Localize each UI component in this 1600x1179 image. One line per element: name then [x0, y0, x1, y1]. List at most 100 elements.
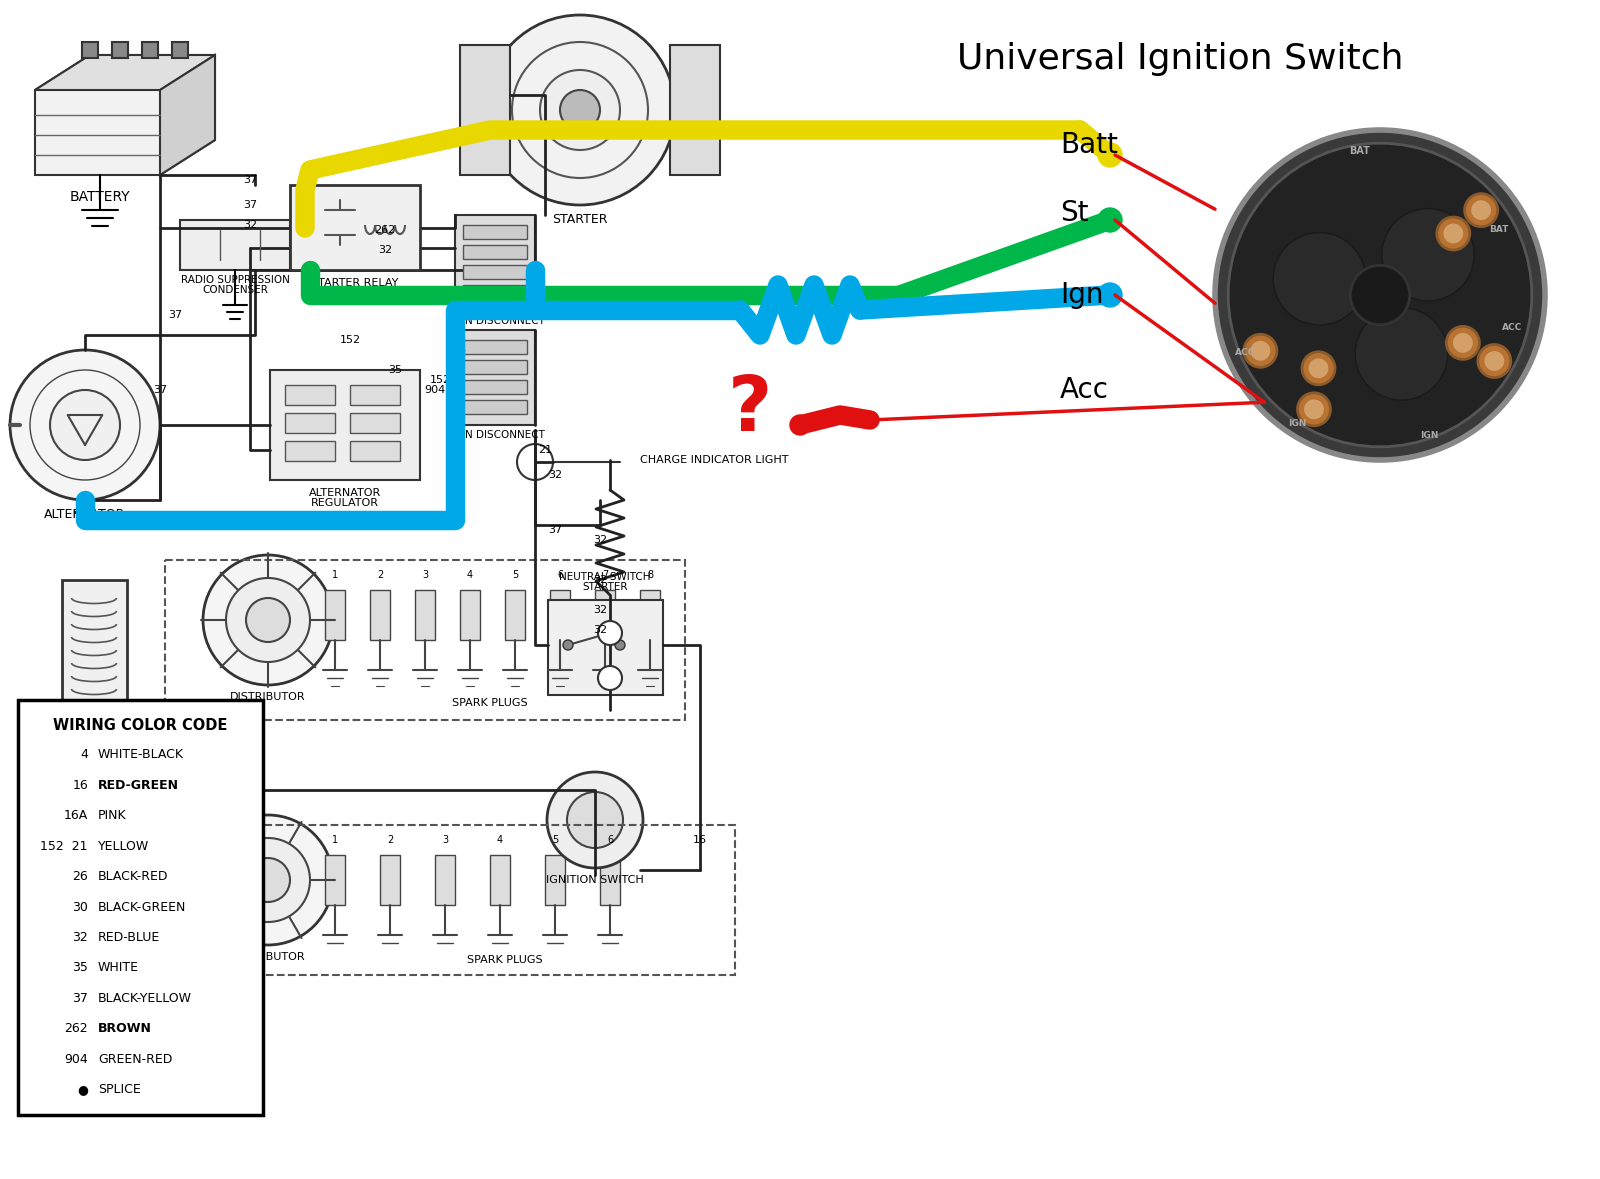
- Bar: [462, 225, 526, 239]
- Circle shape: [566, 792, 622, 848]
- Circle shape: [1446, 327, 1480, 360]
- Bar: [462, 245, 526, 259]
- Bar: [285, 386, 334, 406]
- Circle shape: [1214, 130, 1546, 460]
- Bar: [165, 560, 685, 720]
- Text: 35: 35: [387, 365, 402, 375]
- Bar: [462, 340, 526, 354]
- Circle shape: [1302, 351, 1334, 384]
- Text: STARTER RELAY: STARTER RELAY: [312, 278, 398, 288]
- Text: 21: 21: [538, 444, 552, 455]
- Circle shape: [485, 15, 675, 205]
- Text: 262: 262: [64, 1022, 88, 1035]
- Text: 16: 16: [453, 345, 467, 355]
- Circle shape: [1274, 232, 1366, 325]
- Text: IGN: IGN: [1421, 430, 1438, 440]
- Circle shape: [203, 555, 333, 685]
- Bar: [461, 45, 510, 174]
- Bar: [461, 590, 480, 640]
- Text: SPARK PLUGS: SPARK PLUGS: [453, 698, 528, 709]
- Text: ALTERNATOR: ALTERNATOR: [45, 508, 126, 521]
- Bar: [414, 590, 435, 640]
- Circle shape: [1098, 283, 1122, 307]
- Text: 37: 37: [243, 200, 258, 210]
- Circle shape: [1472, 200, 1491, 220]
- Text: Ign: Ign: [1059, 281, 1104, 309]
- Bar: [462, 400, 526, 414]
- Bar: [285, 413, 334, 433]
- Text: 16A: 16A: [730, 295, 750, 305]
- Circle shape: [1437, 217, 1470, 250]
- Text: WHITE-BLACK: WHITE-BLACK: [98, 749, 184, 762]
- Text: RADIO SUPPRESSION: RADIO SUPPRESSION: [181, 275, 290, 285]
- Circle shape: [1298, 393, 1331, 426]
- Circle shape: [10, 350, 160, 500]
- Text: 1: 1: [331, 835, 338, 845]
- Text: WHITE: WHITE: [98, 961, 139, 974]
- Text: 5: 5: [552, 835, 558, 845]
- Text: BAT: BAT: [1349, 146, 1371, 157]
- Bar: [640, 590, 661, 640]
- Text: WIRING COLOR CODE: WIRING COLOR CODE: [53, 718, 227, 733]
- Text: IGN: IGN: [1288, 420, 1307, 428]
- Text: 152  21: 152 21: [40, 839, 88, 852]
- Circle shape: [246, 598, 290, 643]
- Text: 37: 37: [547, 525, 562, 535]
- Polygon shape: [35, 55, 214, 174]
- Text: BLACK-YELLOW: BLACK-YELLOW: [98, 992, 192, 1005]
- Circle shape: [50, 390, 120, 460]
- Text: 262: 262: [374, 225, 395, 235]
- Circle shape: [547, 772, 643, 868]
- Text: ?: ?: [728, 373, 773, 447]
- Bar: [270, 370, 419, 480]
- Text: DISTRIBUTOR: DISTRIBUTOR: [230, 692, 306, 702]
- Text: 2: 2: [378, 569, 382, 580]
- Polygon shape: [35, 55, 214, 90]
- Text: 1: 1: [331, 569, 338, 580]
- Bar: [462, 380, 526, 394]
- Bar: [290, 185, 419, 270]
- Text: IGNITION SWITCH: IGNITION SWITCH: [546, 875, 643, 885]
- Text: 16: 16: [693, 835, 707, 845]
- Bar: [381, 855, 400, 905]
- Text: BATTERY: BATTERY: [70, 190, 130, 204]
- Text: REGULATOR: REGULATOR: [310, 498, 379, 508]
- Text: RED-GREEN: RED-GREEN: [98, 779, 179, 792]
- Circle shape: [517, 444, 554, 480]
- Text: ●: ●: [77, 1084, 88, 1096]
- Circle shape: [560, 90, 600, 130]
- Bar: [595, 590, 614, 640]
- Text: ACC: ACC: [1502, 323, 1522, 332]
- Bar: [546, 855, 565, 905]
- Bar: [462, 360, 526, 374]
- Text: 16A: 16A: [64, 809, 88, 822]
- Text: Batt: Batt: [1059, 131, 1118, 159]
- Bar: [350, 413, 400, 433]
- Text: 37: 37: [168, 310, 182, 320]
- Bar: [173, 42, 189, 58]
- Bar: [547, 600, 662, 694]
- Bar: [670, 45, 720, 174]
- Circle shape: [790, 415, 810, 435]
- Circle shape: [1478, 344, 1510, 377]
- Bar: [462, 285, 526, 299]
- Circle shape: [1464, 193, 1498, 226]
- Bar: [454, 330, 534, 424]
- Circle shape: [1229, 143, 1531, 447]
- Bar: [550, 590, 570, 640]
- Bar: [325, 855, 346, 905]
- Text: Acc: Acc: [1059, 376, 1109, 404]
- Text: 26: 26: [72, 870, 88, 883]
- Circle shape: [563, 640, 573, 650]
- Text: BAT: BAT: [1490, 224, 1509, 233]
- Text: 32: 32: [547, 470, 562, 480]
- Text: 32: 32: [594, 575, 606, 585]
- Text: BLACK-RED: BLACK-RED: [98, 870, 168, 883]
- Circle shape: [226, 578, 310, 661]
- Circle shape: [598, 621, 622, 645]
- Text: MAIN DISCONNECT: MAIN DISCONNECT: [445, 430, 544, 440]
- Text: 32: 32: [594, 605, 606, 615]
- Bar: [112, 42, 128, 58]
- Circle shape: [1382, 209, 1474, 301]
- Text: IGNITION COIL: IGNITION COIL: [51, 760, 136, 773]
